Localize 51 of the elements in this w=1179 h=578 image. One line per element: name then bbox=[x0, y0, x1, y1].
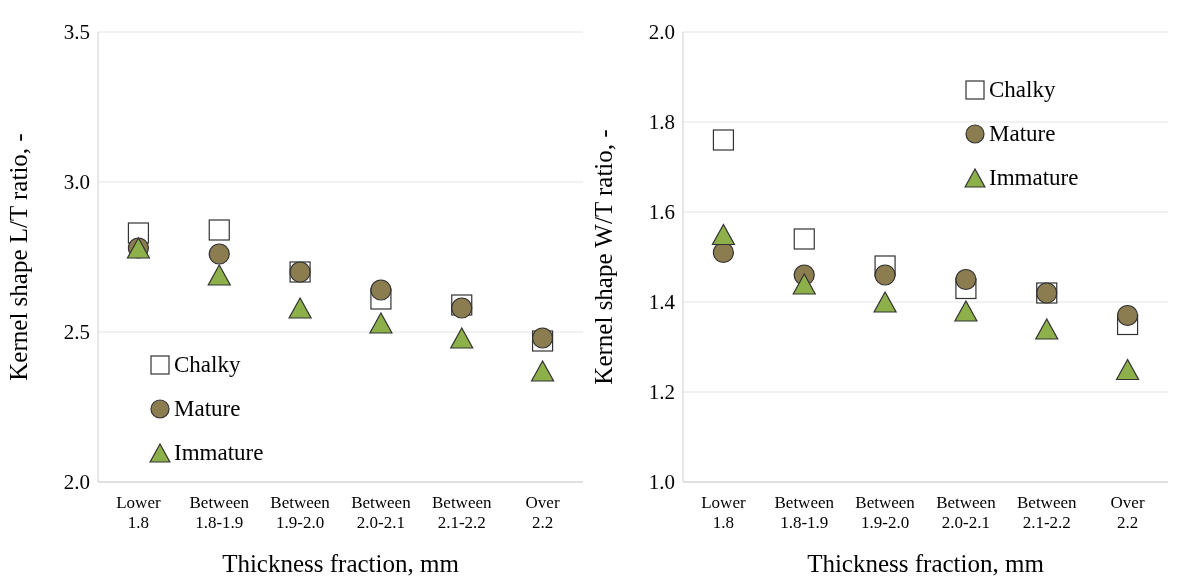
point bbox=[711, 223, 736, 246]
point bbox=[208, 219, 230, 241]
x-tick-label: Between 2.1-2.2 bbox=[432, 493, 492, 532]
point bbox=[792, 273, 816, 295]
x-tick-label: Between 1.8-1.9 bbox=[774, 493, 835, 532]
x-tick-label: Between 2.0-2.1 bbox=[351, 493, 412, 532]
point bbox=[955, 268, 977, 291]
x-tick-label: Over 2.2 bbox=[525, 493, 560, 532]
legend-label: Immature bbox=[989, 165, 1079, 191]
x-tick-label: Lower 1.8 bbox=[701, 493, 746, 532]
legend-label: Chalky bbox=[174, 352, 241, 378]
x-tick-label: Lower 1.8 bbox=[116, 493, 161, 532]
point bbox=[1116, 304, 1139, 327]
y-tick-label: 2.0 bbox=[648, 20, 675, 45]
y-axis-title: Kernel shape W/T ratio, - bbox=[589, 129, 617, 385]
point bbox=[530, 360, 555, 382]
point bbox=[370, 279, 392, 301]
point bbox=[873, 291, 897, 313]
x-axis-title: Thickness fraction, mm bbox=[807, 550, 1045, 577]
x-tick-label: Between 1.8-1.9 bbox=[189, 493, 250, 532]
point bbox=[954, 300, 978, 322]
y-tick-label: 1.0 bbox=[648, 470, 675, 495]
point bbox=[288, 297, 312, 319]
y-axis-title: Kernel shape L/T ratio, - bbox=[4, 133, 32, 381]
legend-label: Mature bbox=[989, 121, 1056, 147]
x-tick-label: Between 2.1-2.2 bbox=[1017, 493, 1077, 532]
point bbox=[1035, 318, 1059, 340]
y-tick-label: 3.5 bbox=[63, 20, 90, 45]
point bbox=[369, 312, 393, 334]
legend-label: Chalky bbox=[989, 77, 1056, 103]
y-tick-label: 3.0 bbox=[63, 170, 90, 195]
point bbox=[208, 243, 230, 265]
point bbox=[712, 129, 735, 151]
y-tick-label: 1.4 bbox=[648, 290, 676, 315]
legend-label: Immature bbox=[174, 440, 264, 466]
y-tick-label: 2.5 bbox=[63, 320, 90, 345]
point bbox=[874, 264, 896, 286]
x-axis-title: Thickness fraction, mm bbox=[222, 550, 460, 577]
point bbox=[1115, 358, 1140, 381]
point bbox=[207, 264, 231, 286]
y-tick-label: 1.2 bbox=[648, 380, 675, 405]
x-tick-label: Over 2.2 bbox=[1110, 493, 1145, 532]
point bbox=[793, 228, 815, 250]
x-tick-label: Between 2.0-2.1 bbox=[936, 493, 997, 532]
x-tick-label: Between 1.9-2.0 bbox=[855, 493, 916, 532]
x-tick-label: Between 1.9-2.0 bbox=[270, 493, 331, 532]
point bbox=[450, 327, 474, 349]
y-tick-label: 2.0 bbox=[63, 470, 90, 495]
legend-label: Mature bbox=[174, 396, 241, 422]
y-tick-label: 1.8 bbox=[648, 110, 675, 135]
y-tick-label: 1.6 bbox=[648, 200, 675, 225]
